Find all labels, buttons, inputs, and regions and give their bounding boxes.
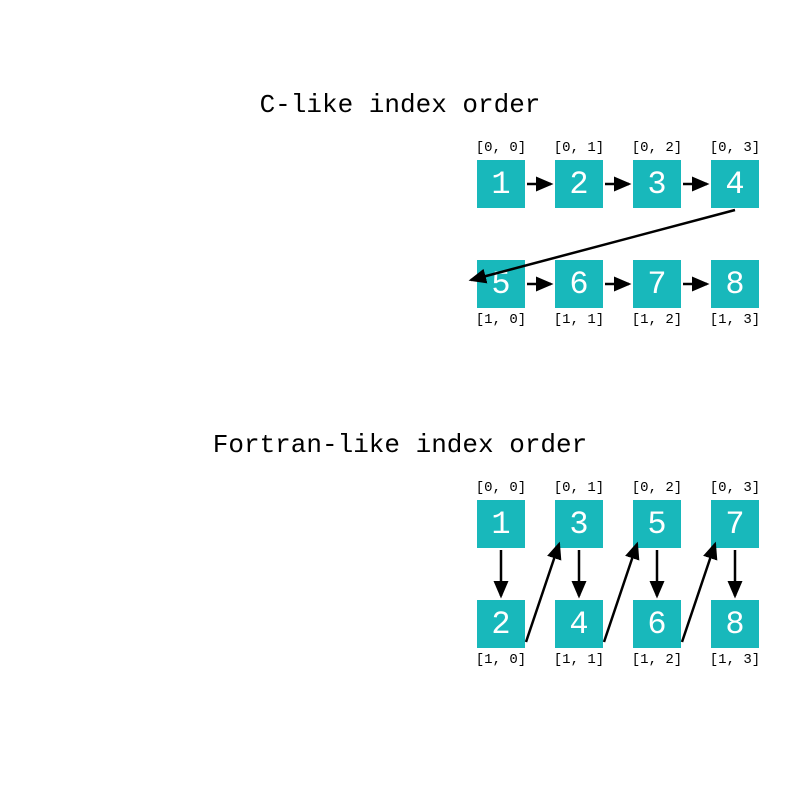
index-label: [1, 3] [696,652,774,668]
array-cell: 7 [633,260,681,308]
c-order-section: C-like index order 12345678[0, 0][0, 1][… [0,90,800,328]
array-cell: 2 [477,600,525,648]
array-cell: 3 [555,500,603,548]
array-cell: 6 [555,260,603,308]
array-cell: 1 [477,160,525,208]
array-cell: 6 [633,600,681,648]
index-label: [0, 1] [540,480,618,496]
index-label: [1, 0] [462,652,540,668]
fortran-order-section: Fortran-like index order 13572468[0, 0][… [0,430,800,668]
array-cell: 4 [555,600,603,648]
index-label: [1, 3] [696,312,774,328]
index-label: [0, 3] [696,140,774,156]
index-label: [0, 0] [462,140,540,156]
array-cell: 8 [711,600,759,648]
fortran-order-title: Fortran-like index order [0,430,800,460]
index-label: [1, 1] [540,312,618,328]
index-label: [1, 1] [540,652,618,668]
fortran-order-grid: 13572468[0, 0][0, 1][0, 2][0, 3][1, 0][1… [477,500,759,708]
array-cell: 4 [711,160,759,208]
array-cell: 8 [711,260,759,308]
c-order-grid: 12345678[0, 0][0, 1][0, 2][0, 3][1, 0][1… [477,160,759,368]
index-label: [1, 0] [462,312,540,328]
array-cell: 2 [555,160,603,208]
c-order-title: C-like index order [0,90,800,120]
array-cell: 3 [633,160,681,208]
index-label: [1, 2] [618,312,696,328]
index-label: [1, 2] [618,652,696,668]
array-cell: 5 [633,500,681,548]
index-label: [0, 2] [618,140,696,156]
index-label: [0, 0] [462,480,540,496]
index-label: [0, 2] [618,480,696,496]
array-cell: 7 [711,500,759,548]
index-label: [0, 1] [540,140,618,156]
array-cell: 5 [477,260,525,308]
array-cell: 1 [477,500,525,548]
index-label: [0, 3] [696,480,774,496]
